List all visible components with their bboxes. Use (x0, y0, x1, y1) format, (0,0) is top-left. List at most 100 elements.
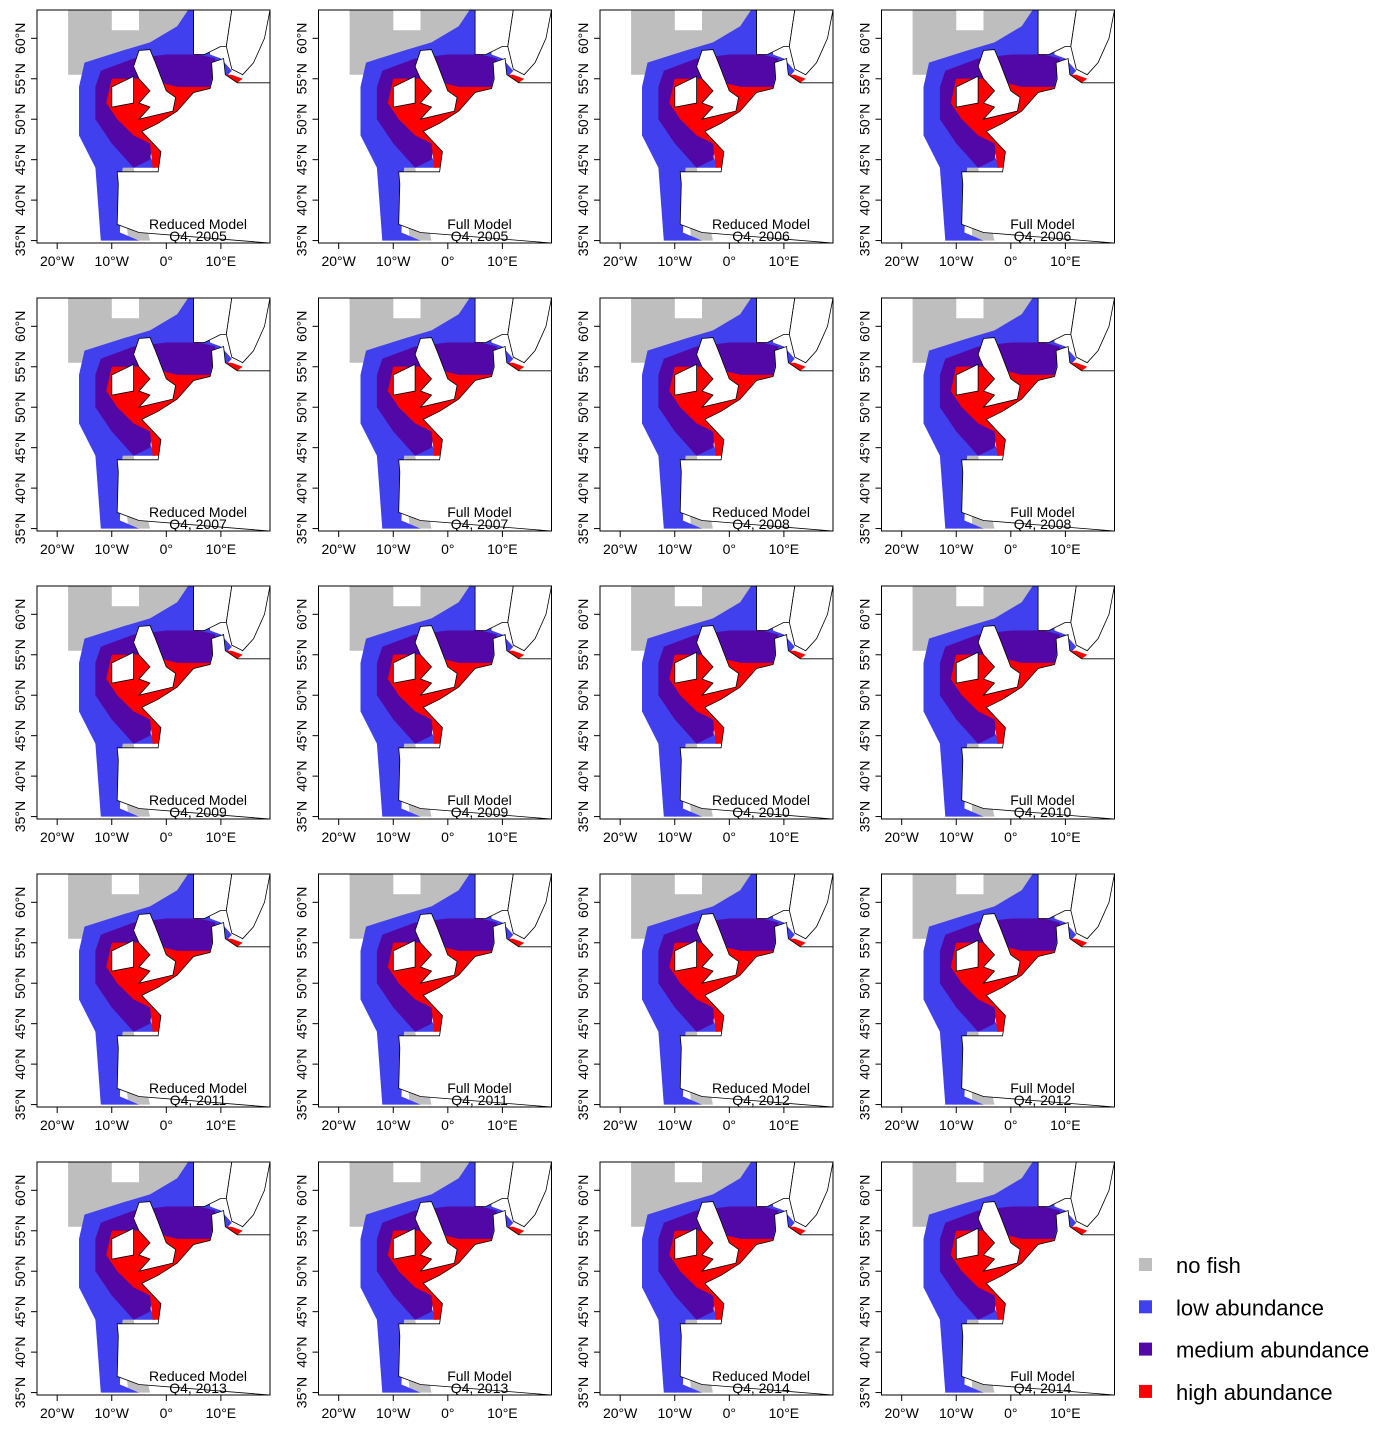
y-tick-label: 35°N (857, 1089, 873, 1120)
y-tick-label: 45°N (12, 432, 28, 463)
legend-swatch (1139, 1300, 1152, 1313)
panel-period: Q4, 2014 (732, 1380, 790, 1396)
land (508, 586, 552, 651)
legend-swatch (1139, 1385, 1152, 1398)
y-tick-label: 50°N (12, 392, 28, 423)
y-tick-label: 40°N (12, 184, 28, 215)
panel-period: Q4, 2009 (451, 804, 509, 820)
x-tick-label: 0° (1004, 253, 1017, 269)
y-tick-label: 40°N (294, 1336, 310, 1367)
land (1071, 586, 1115, 651)
land (1071, 10, 1115, 75)
land (1038, 1162, 1076, 1207)
y-tick-label: 50°N (575, 392, 591, 423)
y-tick-label: 35°N (12, 1377, 28, 1408)
panel-period: Q4, 2014 (1014, 1380, 1072, 1396)
x-tick-label: 10°E (206, 541, 237, 557)
x-tick-label: 10°E (1050, 1117, 1081, 1133)
y-tick-label: 55°N (12, 63, 28, 94)
land (757, 298, 795, 343)
y-tick-label: 35°N (294, 513, 310, 544)
y-tick-label: 45°N (294, 1296, 310, 1327)
y-tick-label: 60°N (857, 23, 873, 54)
y-tick-label: 45°N (294, 720, 310, 751)
map-panel (631, 1162, 833, 1395)
y-tick-label: 35°N (12, 801, 28, 832)
x-tick-label: 20°W (40, 253, 75, 269)
x-tick-label: 10°E (206, 253, 237, 269)
x-tick-label: 20°W (603, 829, 638, 845)
y-tick-label: 55°N (294, 1215, 310, 1246)
y-tick-label: 60°N (294, 1175, 310, 1206)
y-tick-label: 50°N (12, 104, 28, 135)
map-panel (631, 10, 833, 243)
x-tick-label: 10°E (1050, 1405, 1081, 1421)
land (475, 874, 513, 919)
y-tick-label: 50°N (12, 680, 28, 711)
map-panel (68, 586, 270, 819)
map-panel (68, 10, 270, 243)
y-tick-label: 60°N (294, 311, 310, 342)
y-tick-label: 55°N (12, 351, 28, 382)
x-tick-label: 10°W (939, 829, 974, 845)
y-tick-label: 50°N (857, 680, 873, 711)
figure: Reduced ModelQ4, 200520°W10°W0°10°E35°N4… (0, 0, 1395, 1432)
y-tick-label: 50°N (294, 104, 310, 135)
x-tick-label: 10°E (487, 253, 518, 269)
y-tick-label: 50°N (12, 1256, 28, 1287)
x-tick-label: 10°W (658, 1405, 693, 1421)
x-tick-label: 20°W (884, 1117, 919, 1133)
panel-period: Q4, 2013 (169, 1380, 227, 1396)
y-tick-label: 45°N (12, 1296, 28, 1327)
y-tick-label: 50°N (857, 1256, 873, 1287)
x-tick-label: 10°E (1050, 253, 1081, 269)
y-tick-label: 40°N (857, 760, 873, 791)
panel-period: Q4, 2006 (732, 228, 790, 244)
x-tick-label: 0° (1004, 1405, 1017, 1421)
map-panel (350, 586, 552, 819)
y-tick-label: 55°N (857, 351, 873, 382)
land (757, 1162, 795, 1207)
y-tick-label: 60°N (294, 887, 310, 918)
y-tick-label: 35°N (575, 801, 591, 832)
y-tick-label: 50°N (294, 1256, 310, 1287)
panel-period: Q4, 2008 (732, 516, 790, 532)
y-tick-label: 50°N (575, 680, 591, 711)
panel-period: Q4, 2012 (1014, 1092, 1072, 1108)
land (226, 10, 270, 75)
y-tick-label: 55°N (857, 1215, 873, 1246)
y-tick-label: 45°N (294, 144, 310, 175)
x-tick-label: 10°E (487, 829, 518, 845)
x-tick-label: 0° (160, 1117, 173, 1133)
map-panel (913, 874, 1115, 1107)
y-tick-label: 35°N (857, 513, 873, 544)
y-tick-label: 35°N (857, 1377, 873, 1408)
y-tick-label: 55°N (575, 63, 591, 94)
land (508, 1162, 552, 1227)
y-tick-label: 45°N (857, 720, 873, 751)
land (508, 874, 552, 939)
y-tick-label: 40°N (12, 1048, 28, 1079)
x-tick-label: 20°W (321, 253, 356, 269)
x-tick-label: 0° (160, 829, 173, 845)
land (757, 586, 795, 631)
x-tick-label: 10°W (376, 1405, 411, 1421)
y-tick-label: 55°N (294, 639, 310, 670)
x-tick-label: 10°W (95, 829, 130, 845)
y-tick-label: 35°N (294, 1089, 310, 1120)
land (194, 1162, 232, 1207)
y-tick-label: 40°N (857, 1048, 873, 1079)
legend-label: medium abundance (1176, 1338, 1369, 1363)
map-panel (350, 10, 552, 243)
map-panel (68, 298, 270, 531)
y-tick-label: 45°N (857, 144, 873, 175)
x-tick-label: 0° (1004, 541, 1017, 557)
y-tick-label: 40°N (12, 760, 28, 791)
y-tick-label: 45°N (575, 720, 591, 751)
x-tick-label: 0° (441, 1405, 454, 1421)
x-tick-label: 10°E (487, 541, 518, 557)
y-tick-label: 60°N (12, 599, 28, 630)
y-tick-label: 40°N (294, 472, 310, 503)
x-tick-label: 20°W (321, 1405, 356, 1421)
map-panel (68, 874, 270, 1107)
